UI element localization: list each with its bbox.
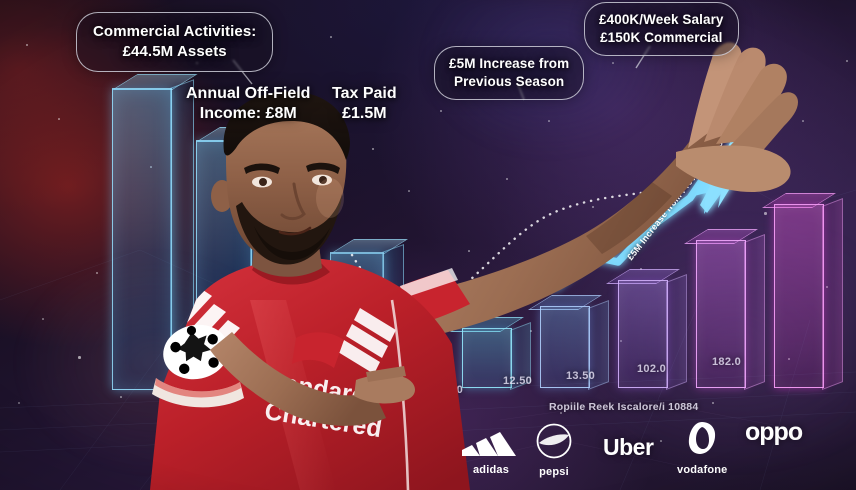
infographic-canvas: £5M Increase from Previous Season 13.50 …	[0, 0, 856, 490]
vignette-overlay	[0, 0, 856, 490]
